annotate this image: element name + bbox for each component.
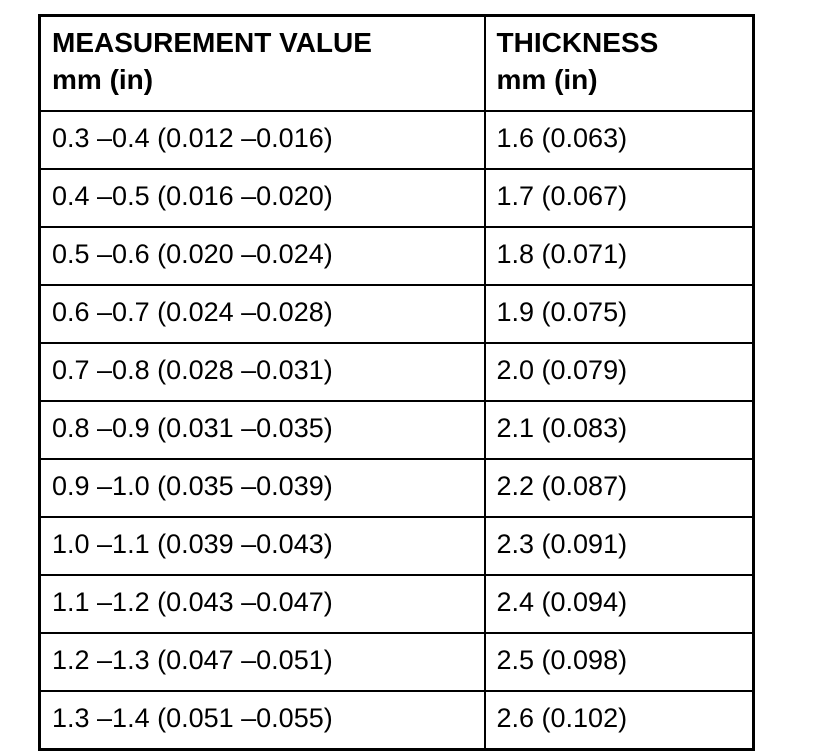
- column-title: THICKNESS: [496, 27, 659, 58]
- thickness-cell: 1.8 (0.071): [483, 226, 755, 286]
- table-row: 1.3 –1.4 (0.051 –0.055) 2.6 (0.102): [38, 690, 755, 751]
- column-title: MEASUREMENT VALUE: [52, 27, 372, 58]
- thickness-cell: 2.5 (0.098): [483, 632, 755, 692]
- table-row: 0.9 –1.0 (0.035 –0.039) 2.2 (0.087): [38, 458, 755, 518]
- header-row: MEASUREMENT VALUE mm (in) THICKNESS mm (…: [38, 14, 755, 112]
- column-header-measurement-value: MEASUREMENT VALUE mm (in): [38, 14, 486, 112]
- column-header-thickness: THICKNESS mm (in): [483, 14, 755, 112]
- thickness-cell: 2.1 (0.083): [483, 400, 755, 460]
- measurement-thickness-table: MEASUREMENT VALUE mm (in) THICKNESS mm (…: [38, 14, 755, 751]
- measurement-range-cell: 1.1 –1.2 (0.043 –0.047): [38, 574, 486, 634]
- measurement-range-cell: 0.6 –0.7 (0.024 –0.028): [38, 284, 486, 344]
- table-row: 0.6 –0.7 (0.024 –0.028) 1.9 (0.075): [38, 284, 755, 344]
- table-row: 0.7 –0.8 (0.028 –0.031) 2.0 (0.079): [38, 342, 755, 402]
- thickness-cell: 2.4 (0.094): [483, 574, 755, 634]
- thickness-spec-table-container: MEASUREMENT VALUE mm (in) THICKNESS mm (…: [38, 14, 755, 751]
- table-row: 1.1 –1.2 (0.043 –0.047) 2.4 (0.094): [38, 574, 755, 634]
- measurement-range-cell: 1.2 –1.3 (0.047 –0.051): [38, 632, 486, 692]
- thickness-cell: 2.2 (0.087): [483, 458, 755, 518]
- table-row: 1.2 –1.3 (0.047 –0.051) 2.5 (0.098): [38, 632, 755, 692]
- table-row: 0.5 –0.6 (0.020 –0.024) 1.8 (0.071): [38, 226, 755, 286]
- measurement-range-cell: 1.3 –1.4 (0.051 –0.055): [38, 690, 486, 751]
- table-row: 0.4 –0.5 (0.016 –0.020) 1.7 (0.067): [38, 168, 755, 228]
- table-row: 0.8 –0.9 (0.031 –0.035) 2.1 (0.083): [38, 400, 755, 460]
- thickness-cell: 1.9 (0.075): [483, 284, 755, 344]
- measurement-range-cell: 1.0 –1.1 (0.039 –0.043): [38, 516, 486, 576]
- measurement-range-cell: 0.3 –0.4 (0.012 –0.016): [38, 110, 486, 170]
- thickness-cell: 1.6 (0.063): [483, 110, 755, 170]
- measurement-range-cell: 0.8 –0.9 (0.031 –0.035): [38, 400, 486, 460]
- measurement-range-cell: 0.7 –0.8 (0.028 –0.031): [38, 342, 486, 402]
- column-unit: mm (in): [496, 64, 598, 95]
- table-row: 1.0 –1.1 (0.039 –0.043) 2.3 (0.091): [38, 516, 755, 576]
- thickness-cell: 1.7 (0.067): [483, 168, 755, 228]
- measurement-range-cell: 0.4 –0.5 (0.016 –0.020): [38, 168, 486, 228]
- thickness-cell: 2.0 (0.079): [483, 342, 755, 402]
- measurement-range-cell: 0.9 –1.0 (0.035 –0.039): [38, 458, 486, 518]
- measurement-range-cell: 0.5 –0.6 (0.020 –0.024): [38, 226, 486, 286]
- thickness-cell: 2.6 (0.102): [483, 690, 755, 751]
- thickness-cell: 2.3 (0.091): [483, 516, 755, 576]
- table-row: 0.3 –0.4 (0.012 –0.016) 1.6 (0.063): [38, 110, 755, 170]
- column-unit: mm (in): [52, 64, 154, 95]
